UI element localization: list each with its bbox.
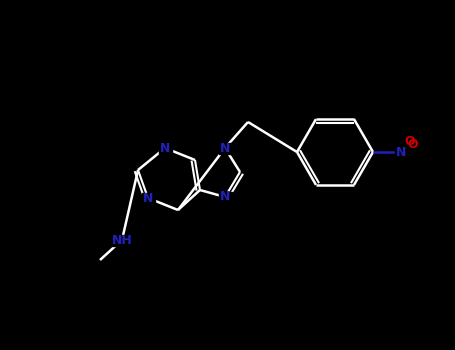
Text: N: N bbox=[160, 141, 170, 154]
Bar bbox=[142, 193, 155, 203]
Text: N: N bbox=[396, 146, 406, 159]
Bar bbox=[394, 147, 408, 158]
Bar bbox=[404, 136, 416, 147]
Text: O: O bbox=[404, 135, 415, 148]
Bar bbox=[112, 234, 132, 245]
Text: O: O bbox=[408, 139, 419, 152]
Bar bbox=[218, 142, 232, 154]
Text: N: N bbox=[220, 190, 230, 203]
Bar bbox=[218, 191, 232, 203]
Bar bbox=[158, 142, 172, 154]
Text: N: N bbox=[220, 141, 230, 154]
Bar bbox=[407, 140, 420, 150]
Text: N: N bbox=[143, 191, 153, 204]
Text: NH: NH bbox=[111, 233, 132, 246]
